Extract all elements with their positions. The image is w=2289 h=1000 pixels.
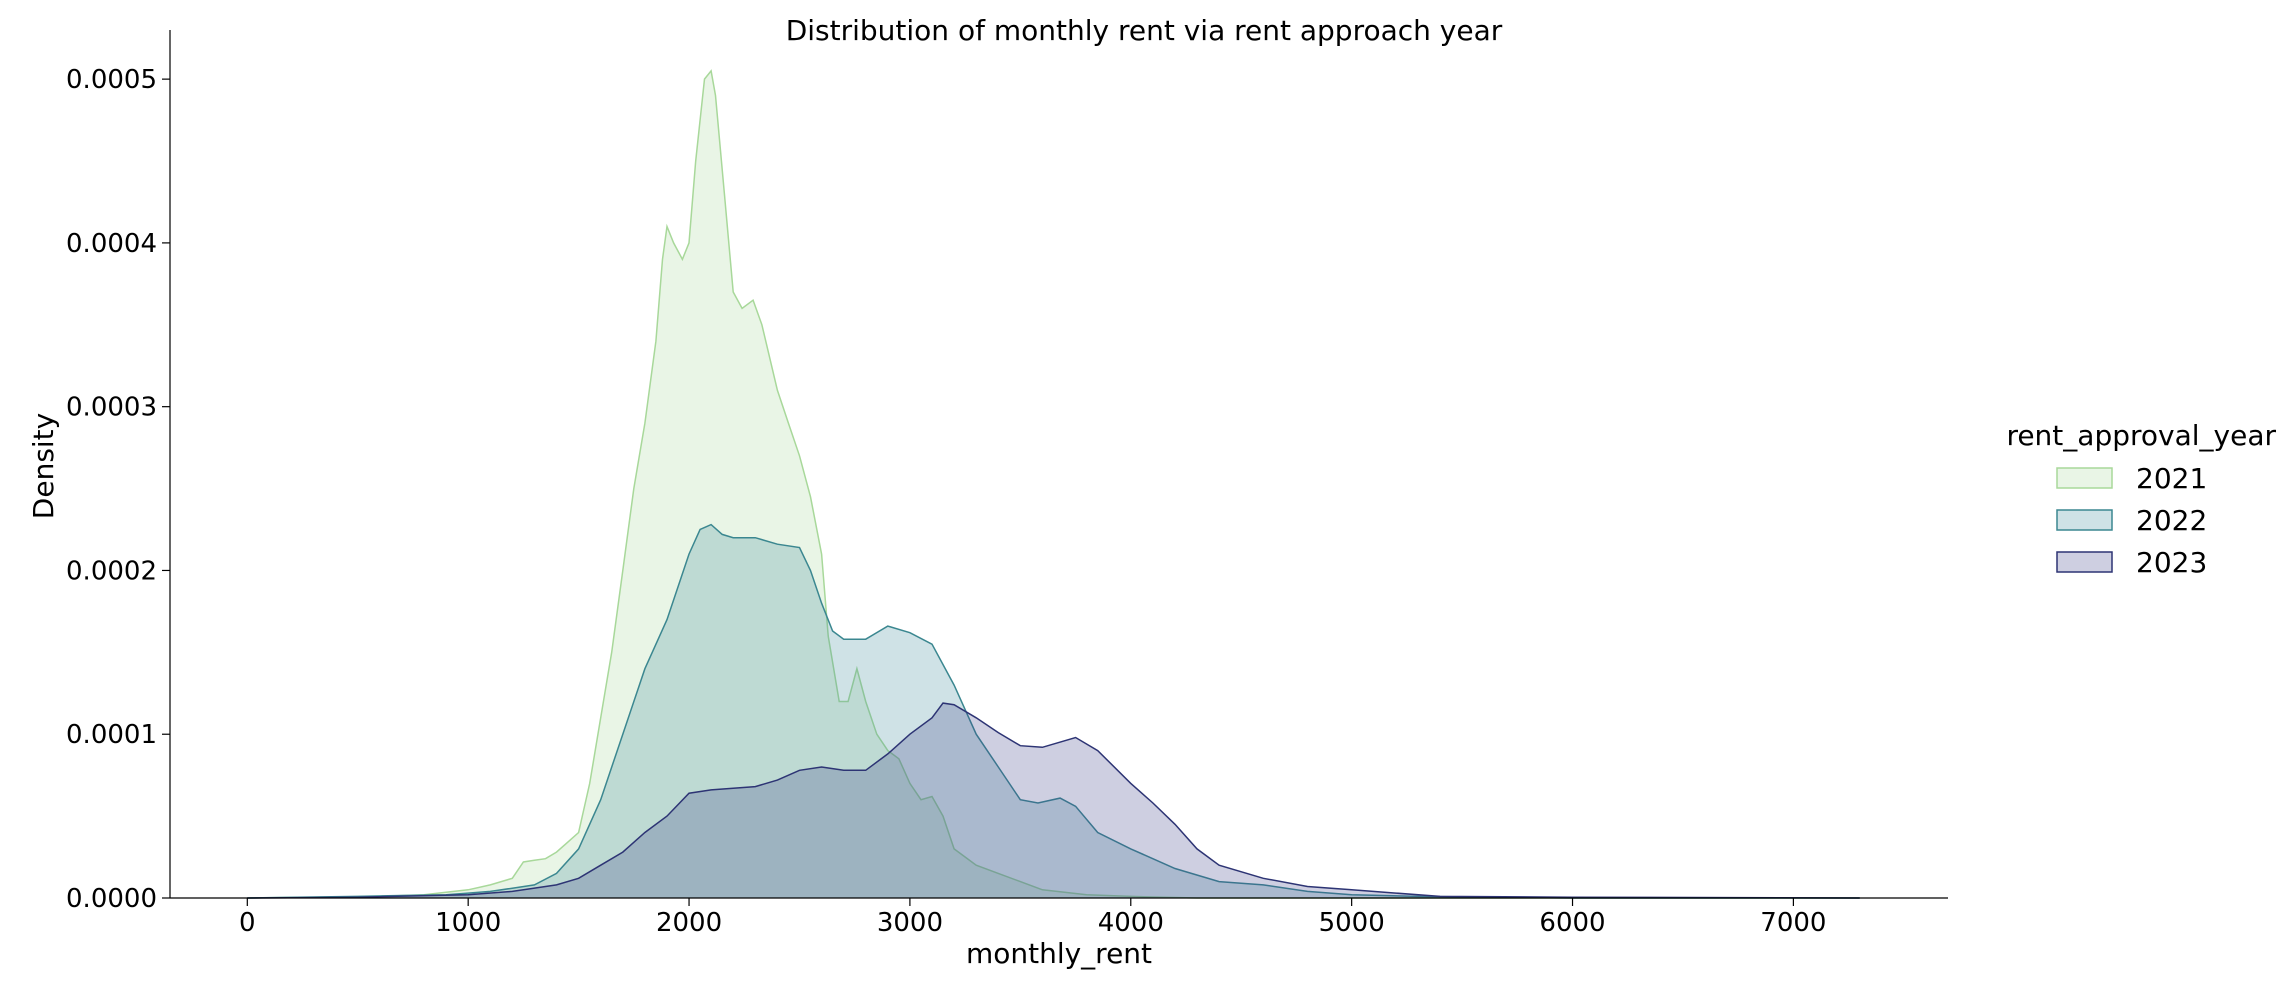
y-tick-label: 0.0001	[66, 720, 157, 750]
density-area-2022	[247, 524, 1860, 898]
y-ticks: 0.0000 0.0001 0.0002 0.0003 0.0004 0.0005	[66, 65, 170, 914]
axes	[169, 30, 1948, 899]
legend-swatch-2021	[2056, 467, 2113, 489]
legend-label-2021: 2021	[2136, 462, 2207, 495]
y-tick-label: 0.0002	[66, 556, 157, 586]
x-ticks: 0 1000 2000 3000 4000 5000 6000 7000	[239, 898, 1826, 938]
legend-swatch-2023	[2056, 551, 2113, 573]
x-tick-label: 6000	[1539, 908, 1605, 938]
density-area-2021	[247, 70, 1860, 898]
density-line-2022	[247, 523, 1860, 899]
y-tick-label: 0.0003	[66, 393, 157, 423]
x-tick-label: 3000	[877, 908, 943, 938]
x-tick-label: 1000	[435, 908, 501, 938]
x-tick-label: 0	[239, 908, 256, 938]
y-axis-label: Density	[27, 413, 60, 519]
legend-title: rent_approval_year	[2006, 419, 2276, 452]
y-tick-label: 0.0000	[66, 884, 157, 914]
x-axis-label: monthly_rent	[966, 937, 1152, 970]
density-areas	[247, 69, 1860, 899]
density-line-2023	[247, 702, 1860, 899]
legend-label-2022: 2022	[2136, 504, 2207, 537]
x-tick-label: 5000	[1319, 908, 1385, 938]
x-tick-label: 4000	[1098, 908, 1164, 938]
legend: rent_approval_year 2021 2022 2023	[2006, 419, 2276, 579]
chart-title: Distribution of monthly rent via rent ap…	[786, 14, 1503, 47]
x-tick-label: 2000	[656, 908, 722, 938]
x-tick-label: 7000	[1760, 908, 1826, 938]
legend-swatch-2022	[2056, 509, 2113, 531]
y-tick-label: 0.0004	[66, 229, 157, 259]
legend-label-2023: 2023	[2136, 546, 2207, 579]
y-tick-label: 0.0005	[66, 65, 157, 95]
density-line-2021	[247, 69, 1860, 899]
density-area-2023	[247, 703, 1860, 898]
